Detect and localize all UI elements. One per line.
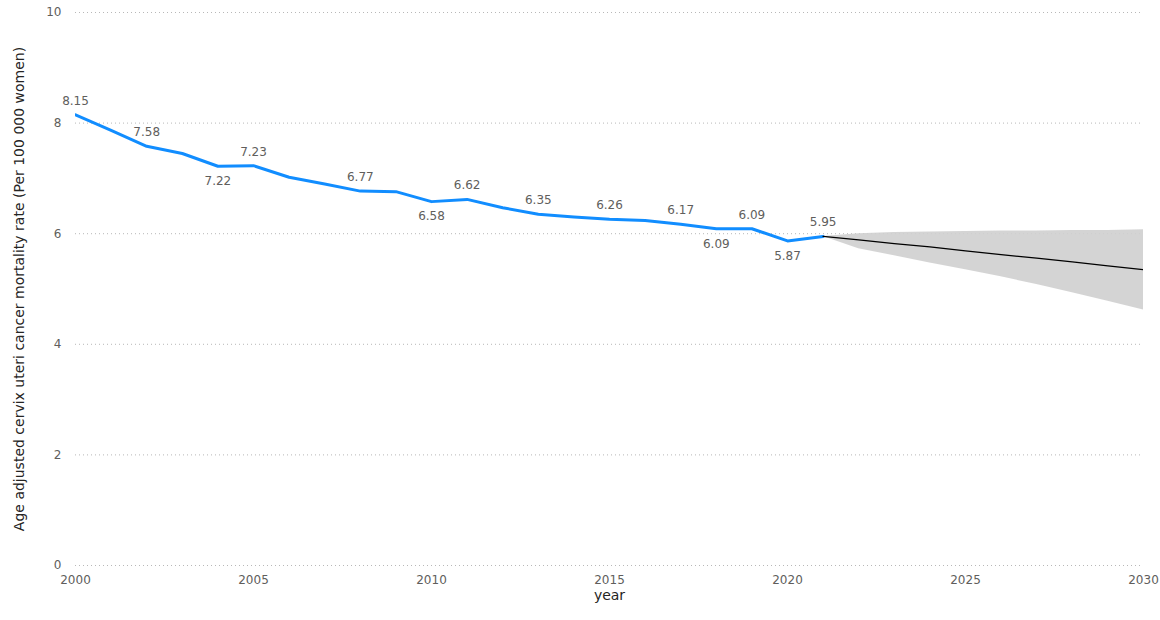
svg-text:2010: 2010	[416, 573, 447, 587]
svg-text:6.17: 6.17	[667, 203, 694, 217]
svg-text:4: 4	[54, 337, 62, 351]
svg-text:year: year	[594, 587, 625, 603]
svg-text:10: 10	[46, 5, 61, 19]
svg-text:2020: 2020	[772, 573, 803, 587]
svg-text:2030: 2030	[1128, 573, 1159, 587]
svg-text:2015: 2015	[594, 573, 625, 587]
svg-text:6.35: 6.35	[525, 193, 552, 207]
svg-text:6.77: 6.77	[347, 170, 374, 184]
svg-text:2005: 2005	[238, 573, 269, 587]
svg-text:8.15: 8.15	[62, 94, 89, 108]
svg-text:6.09: 6.09	[739, 208, 766, 222]
svg-text:5.87: 5.87	[774, 249, 801, 263]
svg-text:6.09: 6.09	[703, 237, 730, 251]
svg-text:6.26: 6.26	[596, 198, 623, 212]
svg-text:6.58: 6.58	[418, 209, 445, 223]
svg-text:5.95: 5.95	[810, 215, 837, 229]
svg-text:7.58: 7.58	[133, 125, 160, 139]
svg-text:7.22: 7.22	[205, 174, 232, 188]
svg-text:7.23: 7.23	[240, 145, 267, 159]
svg-text:2000: 2000	[60, 573, 91, 587]
svg-text:2025: 2025	[950, 573, 981, 587]
svg-text:6: 6	[54, 227, 62, 241]
svg-text:2: 2	[54, 448, 62, 462]
svg-text:0: 0	[54, 558, 62, 572]
svg-text:Age adjusted cervix uteri canc: Age adjusted cervix uteri cancer mortali…	[11, 47, 27, 531]
svg-text:6.62: 6.62	[454, 178, 481, 192]
svg-text:8: 8	[54, 116, 62, 130]
